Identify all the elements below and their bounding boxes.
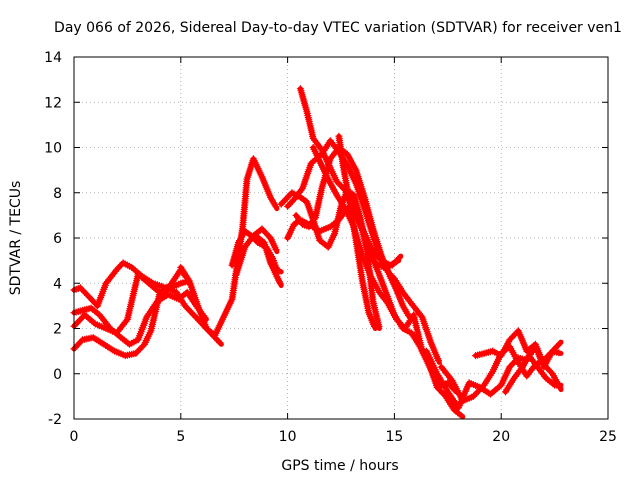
series-markers xyxy=(472,327,564,392)
x-tick-label: 0 xyxy=(70,429,79,445)
x-tick-label: 15 xyxy=(385,429,403,445)
series-trace-14 xyxy=(309,144,459,395)
chart-title: Day 066 of 2026, Sidereal Day-to-day VTE… xyxy=(54,20,622,36)
series-trace-15 xyxy=(335,132,378,331)
y-tick-label: 4 xyxy=(53,276,62,292)
y-tick-label: 12 xyxy=(44,95,62,111)
series-trace-20 xyxy=(502,352,564,396)
y-tick-label: 6 xyxy=(53,231,62,247)
series-trace-7 xyxy=(232,225,280,278)
x-tick-labels: 0 5 10 15 20 25 xyxy=(70,429,617,445)
x-tick-label: 25 xyxy=(599,429,617,445)
series-markers xyxy=(348,200,403,271)
series-trace-16 xyxy=(348,200,404,271)
y-tick-labels: -2 0 2 4 6 8 10 12 14 xyxy=(44,50,62,428)
x-axis-label: GPS time / hours xyxy=(281,458,398,474)
series-group xyxy=(70,85,564,420)
series-trace-4 xyxy=(70,266,190,337)
x-tick-label: 20 xyxy=(492,429,510,445)
y-tick-label: 8 xyxy=(53,186,62,202)
y-tick-label: 2 xyxy=(53,322,62,338)
y-tick-label: 14 xyxy=(44,50,62,66)
series-trace-19 xyxy=(472,327,564,393)
y-tick-label: 10 xyxy=(44,141,62,157)
axis-ticks xyxy=(73,56,609,420)
x-tick-label: 10 xyxy=(279,429,297,445)
y-tick-label: -2 xyxy=(48,412,62,428)
series-trace-8 xyxy=(252,232,284,288)
y-axis-label: SDTVAR / TECUs xyxy=(8,181,24,296)
grid xyxy=(74,57,608,419)
series-markers xyxy=(252,232,284,288)
series-markers xyxy=(502,352,563,396)
series-markers xyxy=(335,132,378,330)
x-tick-label: 5 xyxy=(176,429,185,445)
y-tick-label: 0 xyxy=(53,367,62,383)
series-markers xyxy=(292,144,412,319)
